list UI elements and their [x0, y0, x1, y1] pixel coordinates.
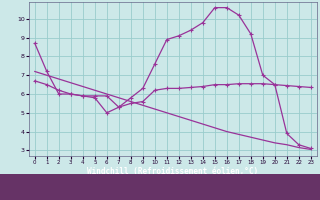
X-axis label: Windchill (Refroidissement éolien,°C): Windchill (Refroidissement éolien,°C)	[87, 167, 258, 176]
